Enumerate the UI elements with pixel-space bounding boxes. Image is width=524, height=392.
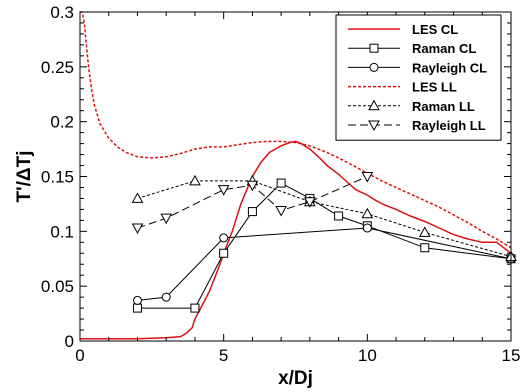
data-point-rayleigh-cl bbox=[219, 233, 229, 243]
data-point-raman-cl bbox=[247, 207, 257, 217]
x-tick-label: 5 bbox=[219, 346, 228, 365]
legend-label-les-ll: LES LL bbox=[412, 80, 457, 95]
data-point-rayleigh-ll bbox=[361, 172, 374, 183]
legend-marker-raman-cl bbox=[369, 43, 379, 53]
y-tick-label: 0.05 bbox=[41, 277, 74, 296]
data-point-raman-cl bbox=[132, 303, 142, 313]
data-point-rayleigh-ll bbox=[217, 185, 230, 196]
axis-ticks-group bbox=[79, 11, 512, 342]
data-point-raman-ll bbox=[361, 207, 374, 219]
data-point-raman-ll bbox=[189, 174, 201, 186]
tick-labels-group: 0 5 10 15 0 0.05 0.1 0.15 0.2 0.25 0.3 bbox=[41, 3, 521, 365]
data-point-rayleigh-ll bbox=[246, 180, 259, 192]
legend: LES CL Raman CL Rayleigh CL LES LL Raman LL R… bbox=[335, 14, 502, 141]
y-axis-label: T'/ΔTj bbox=[14, 151, 35, 203]
legend-label-rayleigh-ll: Rayleigh LL bbox=[412, 118, 486, 133]
series-line-les-ll bbox=[80, 11, 512, 249]
legend-marker-raman-ll bbox=[368, 99, 380, 111]
data-point-raman-cl bbox=[190, 303, 200, 313]
x-tick-label: 0 bbox=[75, 346, 84, 365]
data-point-rayleigh-ll bbox=[131, 223, 144, 235]
x-tick-label: 10 bbox=[358, 346, 377, 365]
data-point-raman-cl bbox=[334, 211, 344, 221]
series-line-raman-ll bbox=[137, 180, 512, 258]
x-axis-label: x/Dj bbox=[278, 368, 313, 389]
y-tick-label: 0.2 bbox=[50, 113, 74, 132]
legend-label-rayleigh-cl: Rayleigh CL bbox=[412, 60, 487, 75]
y-tick-label: 0.15 bbox=[41, 168, 74, 187]
data-point-raman-cl bbox=[420, 243, 430, 253]
y-tick-label: 0.1 bbox=[50, 222, 74, 241]
data-point-rayleigh-cl bbox=[132, 295, 142, 305]
data-point-rayleigh-cl bbox=[362, 223, 372, 233]
data-markers-group bbox=[131, 172, 517, 313]
x-tick-label: 15 bbox=[502, 346, 521, 365]
series-line-raman-cl bbox=[137, 182, 512, 309]
legend-box bbox=[335, 14, 502, 141]
data-point-rayleigh-ll bbox=[304, 197, 316, 208]
data-point-rayleigh-ll bbox=[275, 205, 287, 217]
data-point-rayleigh-ll bbox=[160, 213, 173, 225]
legend-marker-rayleigh-cl bbox=[369, 62, 379, 72]
data-point-rayleigh-cl bbox=[161, 292, 171, 302]
data-point-raman-cl bbox=[276, 178, 286, 188]
legend-label-raman-ll: Raman LL bbox=[412, 99, 475, 114]
data-point-raman-cl bbox=[219, 248, 229, 258]
data-point-raman-ll bbox=[131, 192, 144, 203]
series-line-rayleigh-cl bbox=[137, 227, 512, 301]
y-tick-label: 0.25 bbox=[41, 58, 74, 77]
series-line-les-cl bbox=[80, 140, 512, 340]
legend-marker-rayleigh-ll bbox=[368, 120, 380, 132]
y-tick-label: 0.3 bbox=[50, 3, 74, 22]
y-tick-label: 0 bbox=[65, 332, 74, 351]
legend-label-les-cl: LES CL bbox=[412, 22, 458, 37]
data-point-raman-ll bbox=[418, 226, 431, 237]
legend-label-raman-cl: Raman CL bbox=[412, 41, 476, 56]
